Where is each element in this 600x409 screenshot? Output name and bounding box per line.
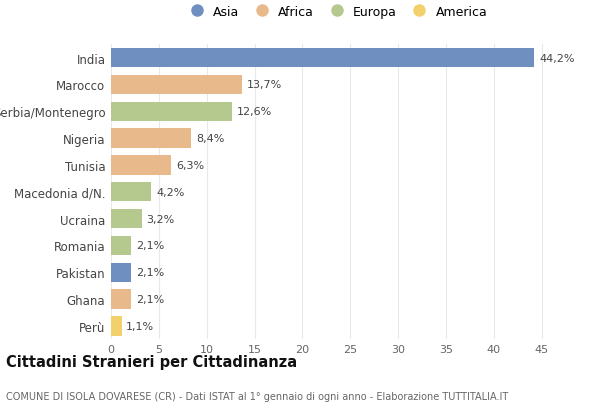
Legend: Asia, Africa, Europa, America: Asia, Africa, Europa, America [185,6,487,18]
Text: 3,2%: 3,2% [146,214,175,224]
Text: COMUNE DI ISOLA DOVARESE (CR) - Dati ISTAT al 1° gennaio di ogni anno - Elaboraz: COMUNE DI ISOLA DOVARESE (CR) - Dati IST… [6,391,508,401]
Text: Cittadini Stranieri per Cittadinanza: Cittadini Stranieri per Cittadinanza [6,354,297,369]
Text: 2,1%: 2,1% [136,294,164,304]
Bar [111,236,131,255]
Text: 44,2%: 44,2% [539,54,574,63]
Text: 4,2%: 4,2% [156,187,184,197]
Bar [111,182,151,202]
Bar [111,263,131,282]
Bar [111,209,142,229]
Text: 12,6%: 12,6% [236,107,272,117]
Text: 1,1%: 1,1% [127,321,154,331]
Bar [111,129,191,148]
Bar [111,76,242,95]
Text: 8,4%: 8,4% [196,134,224,144]
Text: 6,3%: 6,3% [176,160,204,171]
Bar [111,49,534,68]
Text: 13,7%: 13,7% [247,80,282,90]
Bar [111,317,122,336]
Bar [111,156,172,175]
Bar [111,102,232,121]
Text: 2,1%: 2,1% [136,241,164,251]
Text: 2,1%: 2,1% [136,267,164,278]
Bar [111,290,131,309]
